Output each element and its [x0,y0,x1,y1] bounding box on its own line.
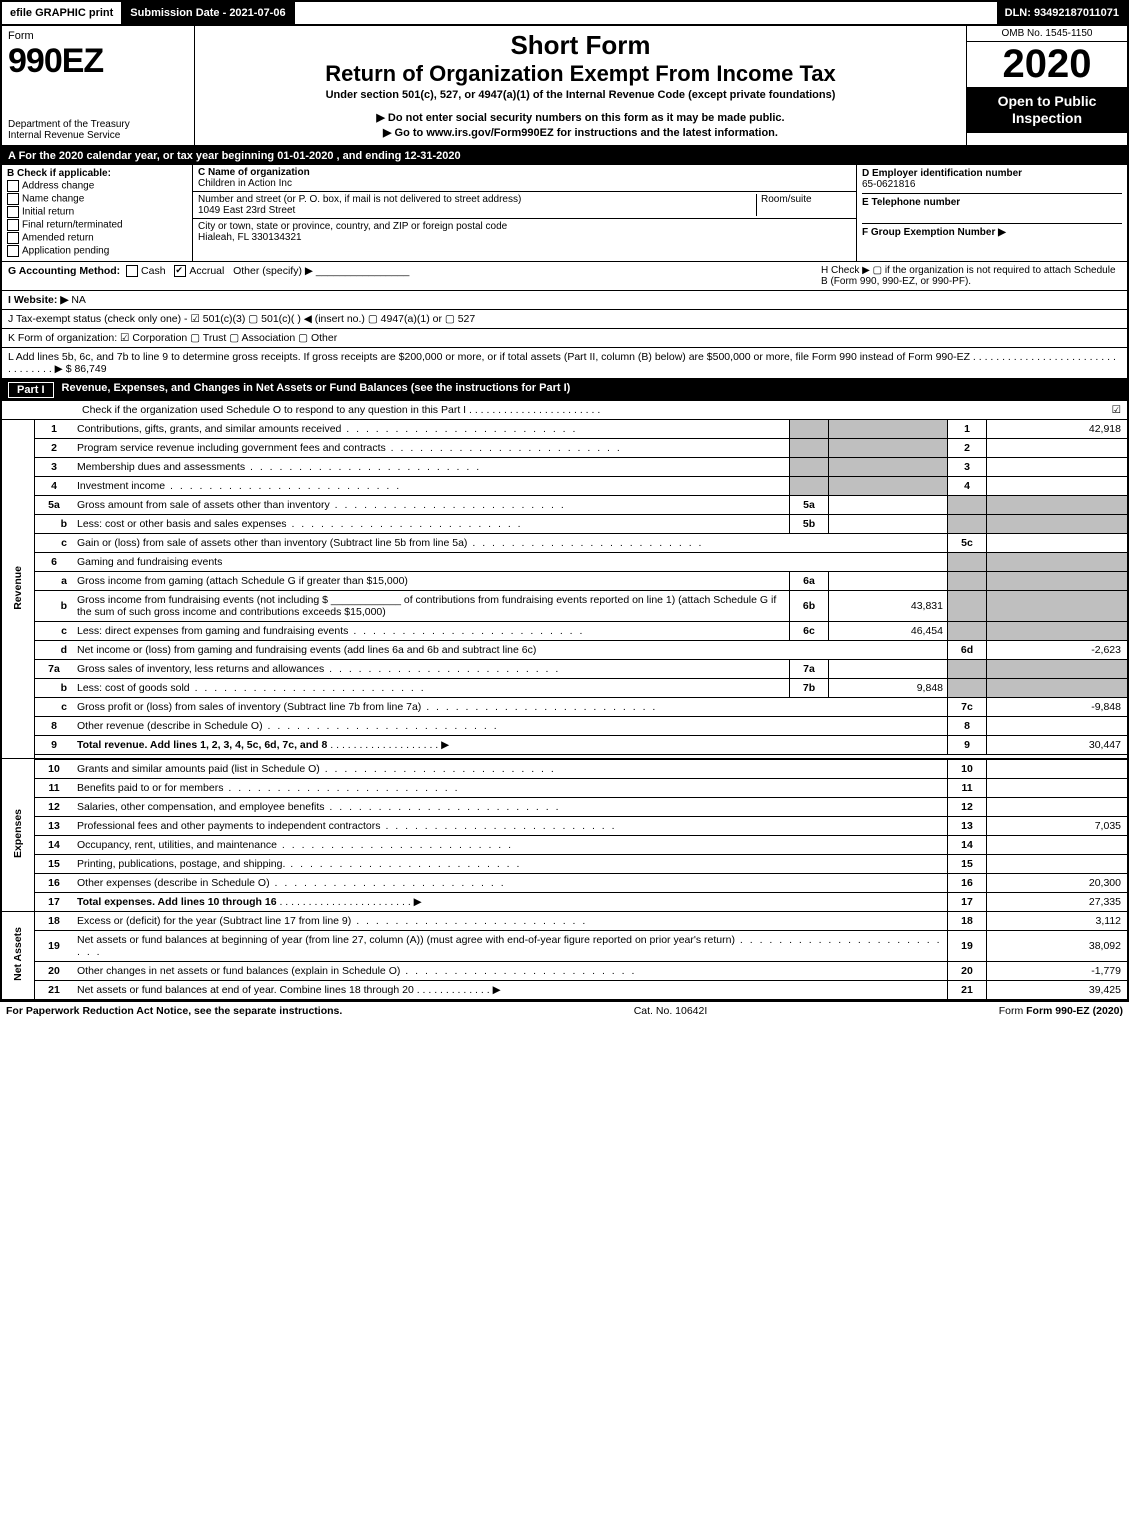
check-address-change[interactable]: Address change [7,180,187,192]
line-5c: cGain or (loss) from sale of assets othe… [1,534,1128,553]
line-6d: dNet income or (loss) from gaming and fu… [1,641,1128,660]
line-6c: cLess: direct expenses from gaming and f… [1,622,1128,641]
line-5b: bLess: cost or other basis and sales exp… [1,515,1128,534]
ssn-warning: ▶ Do not enter social security numbers o… [199,111,962,124]
line-12: 12Salaries, other compensation, and empl… [1,797,1128,816]
line-7c: cGross profit or (loss) from sales of in… [1,698,1128,717]
under-section: Under section 501(c), 527, or 4947(a)(1)… [199,89,962,101]
revenue-side-label: Revenue [12,556,24,620]
street-label: Number and street (or P. O. box, if mail… [198,194,756,205]
room-suite-label: Room/suite [756,194,851,216]
ein-value: 65-0621816 [862,179,1122,190]
section-b: B Check if applicable: Address change Na… [2,165,193,261]
header-center: Short Form Return of Organization Exempt… [195,26,966,145]
open-to-public: Open to Public Inspection [967,87,1127,133]
tax-year-text: A For the 2020 calendar year, or tax yea… [8,150,461,162]
line-16: 16Other expenses (describe in Schedule O… [1,873,1128,892]
l-gross-receipts-row: L Add lines 5b, 6c, and 7b to line 9 to … [0,348,1129,379]
line-20: 20Other changes in net assets or fund ba… [1,961,1128,980]
i-website-row: I Website: ▶ NA [0,291,1129,310]
g-h-row: G Accounting Method: Cash Accrual Other … [0,262,1129,291]
city-label: City or town, state or province, country… [198,221,851,232]
submission-date-button[interactable]: Submission Date - 2021-07-06 [122,2,294,24]
form-header: Form 990EZ Department of the Treasury In… [0,26,1129,147]
line-7a: 7aGross sales of inventory, less returns… [1,660,1128,679]
part1-header: Part I Revenue, Expenses, and Changes in… [0,379,1129,401]
line-2: 2Program service revenue including gover… [1,439,1128,458]
section-d-e-f: D Employer identification number 65-0621… [857,165,1127,261]
form-word: Form [8,30,188,42]
top-bar: efile GRAPHIC print Submission Date - 20… [0,0,1129,26]
line-4: 4Investment income4 [1,477,1128,496]
line-11: 11Benefits paid to or for members11 [1,778,1128,797]
org-name: Children in Action Inc [198,178,851,189]
part1-check-row: Check if the organization used Schedule … [0,401,1129,420]
goto-link[interactable]: ▶ Go to www.irs.gov/Form990EZ for instru… [199,126,962,139]
c-name-label: C Name of organization [198,167,851,178]
line-10: Expenses 10Grants and similar amounts pa… [1,759,1128,779]
check-final-return[interactable]: Final return/terminated [7,219,187,231]
line-8: 8Other revenue (describe in Schedule O)8 [1,717,1128,736]
header-right: OMB No. 1545-1150 2020 Open to Public In… [966,26,1127,145]
line-3: 3Membership dues and assessments3 [1,458,1128,477]
tax-year-large: 2020 [967,42,1127,87]
k-form-org-row: K Form of organization: ☑ Corporation ▢ … [0,329,1129,348]
gross-receipts-amount: $ 86,749 [66,363,107,375]
line-15: 15Printing, publications, postage, and s… [1,854,1128,873]
line-7b: bLess: cost of goods sold7b9,848 [1,679,1128,698]
part1-tag: Part I [8,382,54,398]
check-initial-return[interactable]: Initial return [7,206,187,218]
b-label: B Check if applicable: [7,168,187,179]
page-footer: For Paperwork Reduction Act Notice, see … [0,1001,1129,1020]
tax-year-row: A For the 2020 calendar year, or tax yea… [0,147,1129,165]
website-value: NA [71,294,86,306]
header-left: Form 990EZ Department of the Treasury In… [2,26,195,145]
line-21: 21Net assets or fund balances at end of … [1,980,1128,1000]
netassets-side-label: Net Assets [12,917,24,991]
footer-center: Cat. No. 10642I [634,1005,708,1017]
omb-number: OMB No. 1545-1150 [967,26,1127,42]
line-6b: bGross income from fundraising events (n… [1,591,1128,622]
form-number: 990EZ [8,42,188,81]
title-short: Short Form [199,30,962,61]
ein-label: D Employer identification number [862,168,1122,179]
dept-irs: Internal Revenue Service [8,130,188,141]
line-6a: aGross income from gaming (attach Schedu… [1,572,1128,591]
topbar-left: efile GRAPHIC print Submission Date - 20… [2,2,295,24]
line-9: 9Total revenue. Add lines 1, 2, 3, 4, 5c… [1,736,1128,755]
line-6: 6Gaming and fundraising events [1,553,1128,572]
check-application-pending[interactable]: Application pending [7,245,187,257]
street-value: 1049 East 23rd Street [198,205,756,216]
efile-print-button[interactable]: efile GRAPHIC print [2,2,122,24]
dln-label: DLN: 93492187011071 [997,2,1127,24]
line-13: 13Professional fees and other payments t… [1,816,1128,835]
line-5a: 5aGross amount from sale of assets other… [1,496,1128,515]
part1-checkbox[interactable]: ☑ [1112,404,1121,416]
footer-right: Form Form 990-EZ (2020) [999,1005,1123,1017]
line-1: Revenue 1Contributions, gifts, grants, a… [1,420,1128,439]
expenses-side-label: Expenses [12,799,24,868]
group-exemption-label: F Group Exemption Number ▶ [862,223,1122,238]
check-name-change[interactable]: Name change [7,193,187,205]
line-14: 14Occupancy, rent, utilities, and mainte… [1,835,1128,854]
city-value: Hialeah, FL 330134321 [198,232,851,243]
h-schedule-b: H Check ▶ ▢ if the organization is not r… [821,265,1121,287]
check-amended-return[interactable]: Amended return [7,232,187,244]
part1-lines-table: Revenue 1Contributions, gifts, grants, a… [0,420,1129,1001]
org-info-grid: B Check if applicable: Address change Na… [0,165,1129,262]
dept-treasury: Department of the Treasury [8,119,188,130]
line-18: Net Assets 18Excess or (deficit) for the… [1,911,1128,930]
part1-title: Revenue, Expenses, and Changes in Net As… [62,382,571,398]
g-accounting: G Accounting Method: Cash Accrual Other … [8,265,409,287]
footer-left: For Paperwork Reduction Act Notice, see … [6,1005,342,1017]
section-c: C Name of organization Children in Actio… [193,165,857,261]
title-long: Return of Organization Exempt From Incom… [199,61,962,87]
phone-label: E Telephone number [862,193,1122,208]
line-17: 17Total expenses. Add lines 10 through 1… [1,892,1128,911]
j-tax-exempt-row: J Tax-exempt status (check only one) - ☑… [0,310,1129,329]
line-19: 19Net assets or fund balances at beginni… [1,930,1128,961]
